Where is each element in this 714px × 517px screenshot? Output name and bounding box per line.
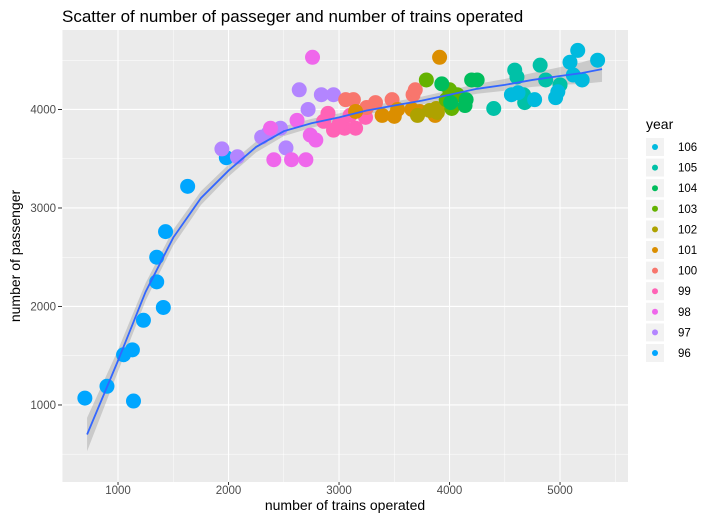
- point-year-106: [510, 85, 526, 101]
- point-year-97: [291, 82, 307, 98]
- y-axis-label: number of passenger: [7, 190, 23, 323]
- point-year-99: [320, 105, 336, 121]
- point-year-106: [527, 92, 543, 108]
- point-year-105: [509, 69, 525, 85]
- y-tick-label: 4000: [30, 104, 56, 116]
- axes: 1000 2000 3000 4000 5000 1000 2000 3000 4000: [30, 104, 572, 497]
- point-year-106: [562, 54, 578, 70]
- point-year-101: [432, 49, 448, 65]
- legend-label: 97: [678, 327, 691, 339]
- point-year-100: [338, 92, 354, 108]
- x-tick-label: 4000: [437, 485, 463, 497]
- legend-label: 104: [678, 183, 698, 195]
- point-year-96: [125, 393, 141, 409]
- legend-swatch-98: [652, 308, 658, 315]
- point-year-98: [298, 152, 314, 168]
- point-year-98: [284, 152, 300, 168]
- point-year-97: [300, 101, 316, 117]
- legend-swatch-96: [652, 350, 658, 356]
- point-year-106: [548, 90, 564, 106]
- x-tick-label: 2000: [216, 485, 242, 497]
- point-year-104: [443, 95, 459, 111]
- x-tick-label: 5000: [547, 485, 573, 497]
- point-year-104: [469, 72, 485, 88]
- legend-label: 99: [678, 286, 691, 298]
- legend-swatch-103: [652, 205, 658, 212]
- point-year-97: [313, 87, 329, 103]
- legend-label: 105: [678, 163, 697, 175]
- point-year-98: [305, 49, 321, 65]
- point-year-96: [180, 178, 196, 194]
- point-year-99: [331, 116, 347, 132]
- point-year-96: [77, 390, 93, 406]
- point-year-97: [214, 141, 230, 157]
- smooth-line: [86, 68, 603, 435]
- legend-swatch-99: [652, 288, 658, 295]
- legend-label: 101: [678, 245, 697, 257]
- point-year-106: [574, 72, 590, 88]
- legend-swatch-100: [652, 267, 658, 274]
- x-tick-label: 3000: [326, 485, 352, 497]
- y-tick-label: 3000: [30, 203, 56, 215]
- point-year-96: [158, 224, 174, 240]
- point-year-102: [409, 107, 425, 123]
- y-tick-label: 1000: [30, 400, 56, 412]
- legend-swatch-97: [652, 329, 658, 336]
- point-year-101: [348, 103, 364, 119]
- point-year-104: [434, 76, 450, 92]
- legend-label: 98: [678, 307, 691, 319]
- point-year-105: [538, 72, 554, 88]
- point-year-101: [386, 108, 402, 124]
- point-year-98: [308, 132, 324, 148]
- point-year-96: [155, 299, 171, 315]
- legend-swatch-101: [652, 247, 658, 253]
- legend-label: 103: [678, 204, 697, 216]
- point-year-105: [532, 57, 548, 73]
- legend-label: 96: [678, 348, 691, 360]
- legend-swatch-104: [652, 185, 658, 192]
- point-year-97: [278, 140, 294, 156]
- loess-line: [86, 68, 603, 435]
- point-year-106: [590, 52, 606, 68]
- legend-swatch-106: [652, 144, 658, 150]
- point-year-99: [348, 120, 364, 136]
- point-year-106: [570, 42, 586, 58]
- chart-title: Scatter of number of passeger and number…: [62, 7, 523, 26]
- legend-swatch-102: [652, 226, 658, 233]
- point-year-104: [457, 98, 473, 114]
- legend-label: 102: [678, 224, 697, 236]
- x-tick-label: 1000: [105, 485, 131, 497]
- point-year-96: [135, 312, 151, 328]
- point-year-98: [289, 112, 305, 128]
- legend-label: 100: [678, 266, 697, 278]
- point-year-96: [149, 249, 165, 265]
- x-axis-label: number of trains operated: [265, 497, 425, 513]
- point-year-105: [486, 101, 502, 117]
- point-year-98: [263, 120, 279, 136]
- points: [77, 42, 606, 409]
- legend-swatch-105: [652, 164, 658, 171]
- y-tick-label: 2000: [30, 301, 56, 313]
- point-year-102: [422, 102, 438, 118]
- legend: year 106 105 104 103 102 101 100 99 98 97 96: [646, 116, 698, 362]
- point-year-100: [407, 82, 423, 98]
- point-year-98: [266, 152, 282, 168]
- legend-label: 106: [678, 142, 697, 154]
- point-year-101: [374, 107, 390, 123]
- point-year-103: [418, 72, 434, 88]
- legend-title: year: [646, 116, 674, 132]
- point-year-97: [326, 87, 342, 103]
- point-year-96: [124, 342, 140, 358]
